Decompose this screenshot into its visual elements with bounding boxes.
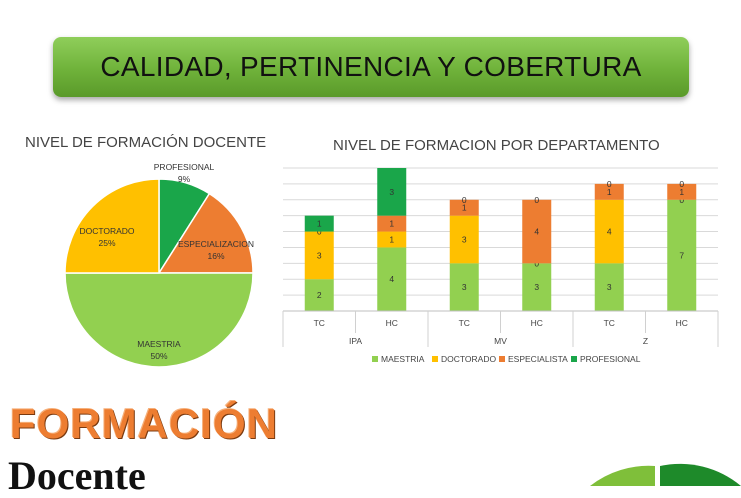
- title-banner: CALIDAD, PERTINENCIA Y COBERTURA: [53, 37, 689, 97]
- pie-chart-title: NIVEL DE FORMACIÓN DOCENTE: [25, 134, 267, 151]
- decorative-donut-segment-dark: [660, 463, 741, 486]
- decorative-donut: [590, 463, 741, 486]
- decorative-donut-segment-light: [590, 465, 655, 486]
- banner-title: CALIDAD, PERTINENCIA Y COBERTURA: [100, 51, 642, 82]
- formacion-heading: FORMACIÓN: [10, 400, 278, 447]
- bar-chart-title: NIVEL DE FORMACION POR DEPARTAMENTO: [333, 137, 660, 154]
